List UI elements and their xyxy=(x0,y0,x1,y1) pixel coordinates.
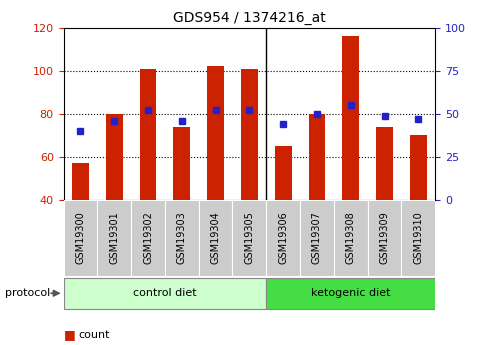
Bar xyxy=(274,146,291,286)
Bar xyxy=(63,278,266,309)
Bar xyxy=(131,200,164,276)
Text: GSM19306: GSM19306 xyxy=(278,212,287,264)
Text: ■: ■ xyxy=(63,328,79,341)
Bar xyxy=(409,136,426,286)
Bar xyxy=(266,278,434,309)
Text: ketogenic diet: ketogenic diet xyxy=(310,288,390,298)
Text: GSM19309: GSM19309 xyxy=(379,212,389,264)
Text: GSM19310: GSM19310 xyxy=(412,212,423,264)
Bar xyxy=(308,114,325,286)
Text: GSM19307: GSM19307 xyxy=(311,211,321,265)
Text: GSM19303: GSM19303 xyxy=(177,212,186,264)
Bar xyxy=(342,36,359,286)
Text: GSM19302: GSM19302 xyxy=(143,211,153,265)
Bar xyxy=(241,69,257,286)
Text: GSM19304: GSM19304 xyxy=(210,212,220,264)
Text: count: count xyxy=(78,330,109,339)
Text: GSM19301: GSM19301 xyxy=(109,212,119,264)
Bar xyxy=(333,200,367,276)
Text: GSM19305: GSM19305 xyxy=(244,211,254,265)
Bar xyxy=(266,200,300,276)
Bar xyxy=(63,200,97,276)
Text: control diet: control diet xyxy=(133,288,196,298)
Bar xyxy=(72,164,89,286)
Title: GDS954 / 1374216_at: GDS954 / 1374216_at xyxy=(173,11,325,25)
Bar xyxy=(300,200,333,276)
Bar xyxy=(232,200,266,276)
Bar xyxy=(401,200,434,276)
Text: GSM19308: GSM19308 xyxy=(345,212,355,264)
Bar xyxy=(105,114,122,286)
Bar xyxy=(139,69,156,286)
Bar xyxy=(375,127,392,286)
Bar xyxy=(367,200,401,276)
Bar xyxy=(97,200,131,276)
Text: GSM19300: GSM19300 xyxy=(75,212,85,264)
Bar xyxy=(173,127,190,286)
Bar xyxy=(198,200,232,276)
Bar xyxy=(164,200,198,276)
Bar xyxy=(207,66,224,286)
Text: protocol: protocol xyxy=(5,288,50,298)
